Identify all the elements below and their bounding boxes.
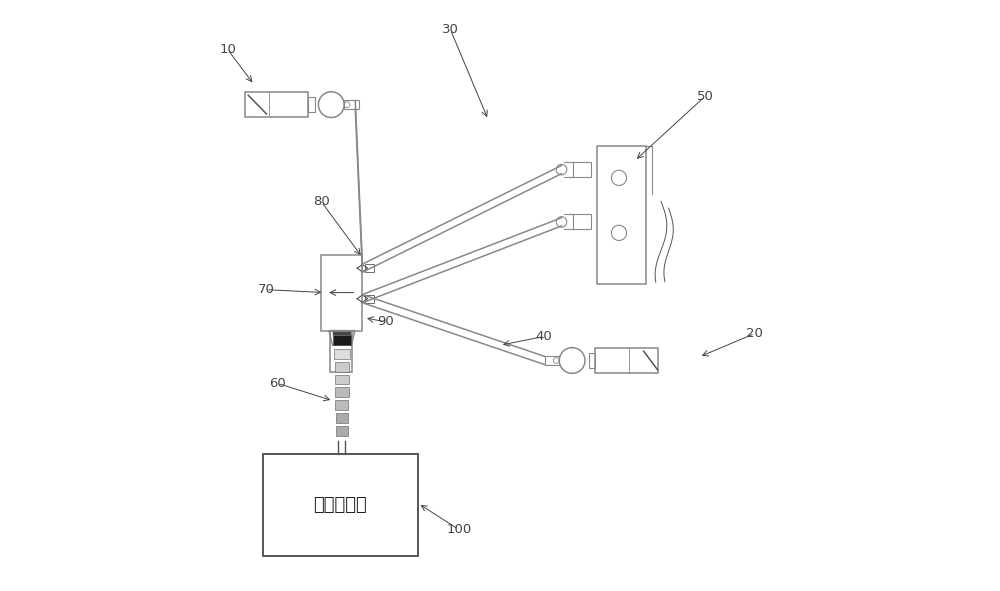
Bar: [365, 264, 374, 272]
Text: 10: 10: [219, 43, 236, 56]
Bar: [330, 330, 352, 372]
Bar: [308, 98, 315, 112]
Bar: [365, 294, 374, 303]
Text: 20: 20: [746, 327, 763, 340]
Bar: [336, 413, 348, 423]
Bar: [335, 400, 348, 410]
Bar: [333, 335, 351, 345]
Text: 100: 100: [446, 523, 472, 536]
Text: 70: 70: [257, 283, 274, 296]
Text: 90: 90: [377, 316, 394, 329]
Text: 40: 40: [536, 330, 552, 343]
Text: 30: 30: [442, 22, 459, 35]
Text: 充电适配器: 充电适配器: [314, 496, 367, 514]
Bar: [344, 100, 359, 109]
Bar: [335, 388, 349, 397]
Bar: [263, 453, 418, 556]
Text: 50: 50: [696, 90, 713, 103]
Bar: [589, 353, 595, 368]
Bar: [545, 356, 559, 365]
Text: 60: 60: [269, 377, 286, 390]
Bar: [336, 426, 348, 436]
Bar: [335, 375, 349, 385]
Bar: [333, 332, 351, 335]
Bar: [595, 348, 658, 373]
Bar: [334, 349, 350, 359]
Bar: [573, 215, 591, 229]
Bar: [245, 92, 308, 117]
Bar: [597, 146, 646, 284]
Bar: [335, 362, 349, 372]
Bar: [321, 255, 362, 330]
Text: 80: 80: [313, 196, 330, 209]
Bar: [573, 162, 591, 177]
